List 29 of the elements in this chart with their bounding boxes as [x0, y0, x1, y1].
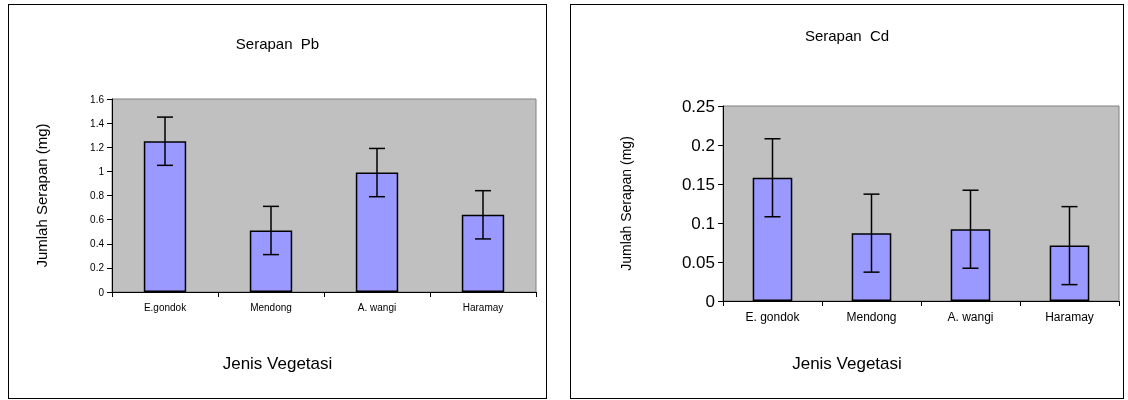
y-tick-label: 1.4 — [90, 117, 105, 129]
y-tick-label: 0.4 — [90, 238, 105, 250]
y-tick-label: 0.8 — [90, 190, 105, 201]
y-tick-label: 0 — [705, 291, 715, 311]
y-tick-label: 1 — [98, 165, 105, 177]
x-tick-label: Mendong — [250, 301, 292, 313]
x-tick-label: Haramay — [1045, 310, 1094, 324]
x-tick-label: Mendong — [846, 310, 897, 324]
y-tick-label: 1.2 — [90, 141, 105, 153]
y-tick-label: 0 — [98, 286, 105, 298]
chart-title: Serapan Pb — [235, 35, 320, 52]
x-axis-title: Jenis Vegetasi — [792, 354, 902, 373]
x-tick-label: Haramay — [462, 301, 504, 313]
y-tick-label: 0.25 — [681, 96, 715, 116]
chart-title: Serapan Cd — [804, 27, 890, 44]
x-tick-label: E.gondok — [143, 301, 188, 313]
y-tick-label: 0.1 — [691, 213, 715, 233]
y-tick-label: 0.2 — [691, 135, 715, 155]
y-axis-title: Jumlah Serapan (mg) — [33, 123, 50, 268]
y-tick-label: 0.15 — [681, 174, 715, 194]
y-tick-label: 1.6 — [90, 93, 105, 105]
y-tick-label: 0.2 — [90, 262, 105, 274]
x-tick-label: A. wangi — [947, 310, 994, 324]
y-tick-label: 0.05 — [681, 252, 715, 272]
y-tick-label: 0.6 — [90, 214, 105, 226]
x-axis-title: Jenis Vegetasi — [222, 354, 333, 373]
x-tick-label: E. gondok — [745, 310, 801, 324]
x-tick-label: A. wangi — [357, 301, 397, 313]
y-axis-title: Jumlah Serapan (mg) — [618, 136, 634, 271]
